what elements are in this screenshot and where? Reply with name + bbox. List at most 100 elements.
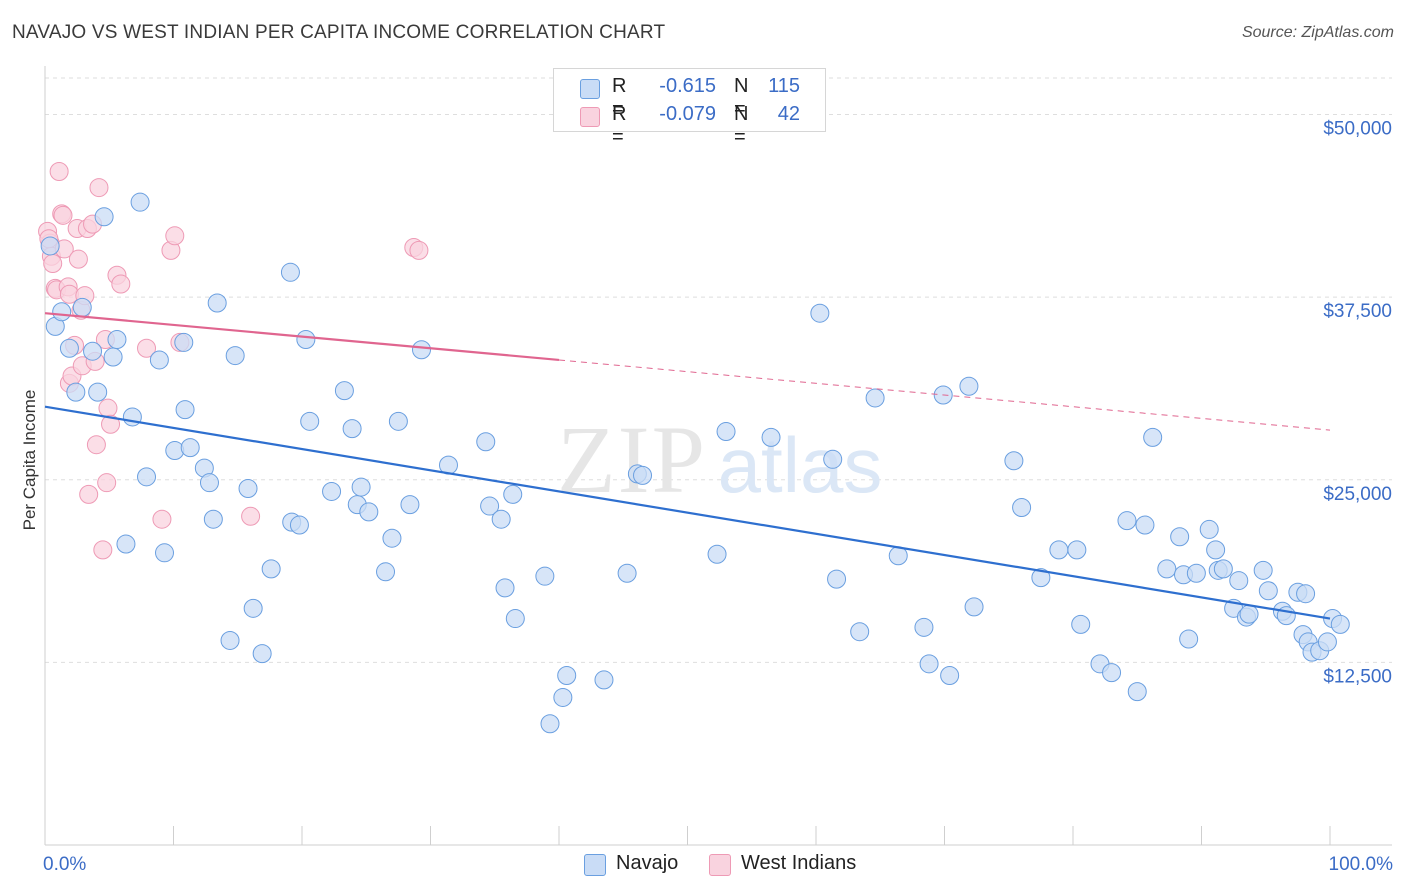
navajo-point xyxy=(1170,527,1190,547)
watermark: ZIP atlas xyxy=(557,406,882,513)
navajo-point xyxy=(940,666,960,686)
r-value: -0.615 xyxy=(659,75,716,97)
navajo-point xyxy=(83,341,103,361)
navajo-point xyxy=(1117,511,1137,531)
west-indians-point xyxy=(49,162,69,182)
navajo-point xyxy=(1206,540,1226,560)
navajo-point xyxy=(535,566,555,586)
navajo-point xyxy=(180,438,200,458)
navajo-point xyxy=(594,670,614,690)
navajo-point xyxy=(1258,581,1278,601)
west-indians-point xyxy=(111,274,131,294)
west-indians-point xyxy=(97,473,117,493)
y-tick-label: $37,500 xyxy=(1323,301,1392,322)
n-value: 115 xyxy=(768,75,800,97)
west-indians-point xyxy=(93,540,113,560)
navajo-point xyxy=(412,340,432,360)
navajo-point xyxy=(540,714,560,734)
axes xyxy=(44,66,1392,846)
navajo-point xyxy=(220,630,240,650)
west-indians-point xyxy=(137,338,157,358)
navajo-point xyxy=(1102,663,1122,683)
navajo-point xyxy=(1296,584,1316,604)
navajo-point xyxy=(252,644,272,664)
navajo-point xyxy=(165,441,185,461)
navajo-point xyxy=(1143,427,1163,447)
west-indians-point xyxy=(409,240,429,260)
west-indians-point xyxy=(89,178,109,198)
navajo-point xyxy=(491,509,511,529)
r-value: -0.079 xyxy=(659,103,716,125)
navajo-point xyxy=(149,350,169,370)
navajo-point xyxy=(400,495,420,515)
navajo-point xyxy=(480,496,500,516)
navajo-point xyxy=(761,427,781,447)
navajo-point xyxy=(107,330,127,350)
navajo-point xyxy=(959,376,979,396)
legend-label: Navajo xyxy=(616,852,679,874)
r-label: R = xyxy=(612,75,627,120)
navajo-point xyxy=(116,534,136,554)
navajo-point xyxy=(865,388,885,408)
navajo-point xyxy=(1049,540,1069,560)
navajo-point xyxy=(716,422,736,442)
navajo-point xyxy=(40,236,60,256)
y-tick-label: $12,500 xyxy=(1323,666,1392,687)
navajo-point xyxy=(707,544,727,564)
watermark-zip: ZIP xyxy=(557,406,707,513)
navajo-point xyxy=(243,598,263,618)
chart-title: NAVAJO VS WEST INDIAN PER CAPITA INCOME … xyxy=(12,22,666,43)
navajo-point xyxy=(351,477,371,497)
west-indians-point xyxy=(43,254,63,274)
navajo-point xyxy=(503,484,523,504)
navajo-point xyxy=(238,479,258,499)
navajo-point xyxy=(1071,614,1091,634)
navajo-point xyxy=(130,192,150,212)
trend-lines xyxy=(44,312,1331,620)
west-indians-point xyxy=(53,205,73,225)
n-label: N = xyxy=(734,75,749,120)
legend-label: West Indians xyxy=(741,852,857,874)
navajo-point xyxy=(1004,451,1024,471)
navajo-point xyxy=(1253,560,1273,580)
navajo-point xyxy=(280,262,300,282)
navajo-point xyxy=(199,473,219,493)
navajo-point xyxy=(1157,559,1177,579)
navajo-point xyxy=(1330,614,1350,634)
n-label: N = xyxy=(734,103,749,148)
navajo-point xyxy=(557,666,577,686)
navajo-point xyxy=(207,293,227,313)
navajo-point xyxy=(300,411,320,431)
navajo-point xyxy=(505,609,525,629)
navajo-point xyxy=(1012,498,1032,518)
y-tick-label: $25,000 xyxy=(1323,484,1392,505)
navajo-point xyxy=(476,432,496,452)
navajo-point xyxy=(1213,559,1233,579)
navajo-point xyxy=(1317,632,1337,652)
west-indians-point xyxy=(86,435,106,455)
navajo-point xyxy=(914,617,934,637)
navajo-point xyxy=(1199,519,1219,539)
navajo-point xyxy=(203,509,223,529)
west-indians-point xyxy=(68,249,88,269)
navajo-point xyxy=(103,347,123,367)
navajo-point xyxy=(850,622,870,642)
navajo-point xyxy=(52,302,72,322)
navajo-point xyxy=(334,381,354,401)
navajo-point xyxy=(388,411,408,431)
r-label: R = xyxy=(612,103,627,148)
source-label: Source: ZipAtlas.com xyxy=(1241,24,1394,41)
navajo-point xyxy=(88,382,108,402)
navajo-point xyxy=(823,449,843,469)
west-indians-swatch xyxy=(709,854,731,876)
west-indians-point xyxy=(241,506,261,526)
y-tick-label: $50,000 xyxy=(1323,119,1392,140)
navajo-point xyxy=(175,400,195,420)
navajo-point xyxy=(382,528,402,548)
navajo-point xyxy=(155,543,175,563)
navajo-point xyxy=(1239,604,1259,624)
navajo-point xyxy=(225,346,245,366)
west-indians-trend-dashed xyxy=(558,359,1331,431)
navajo-point xyxy=(827,569,847,589)
